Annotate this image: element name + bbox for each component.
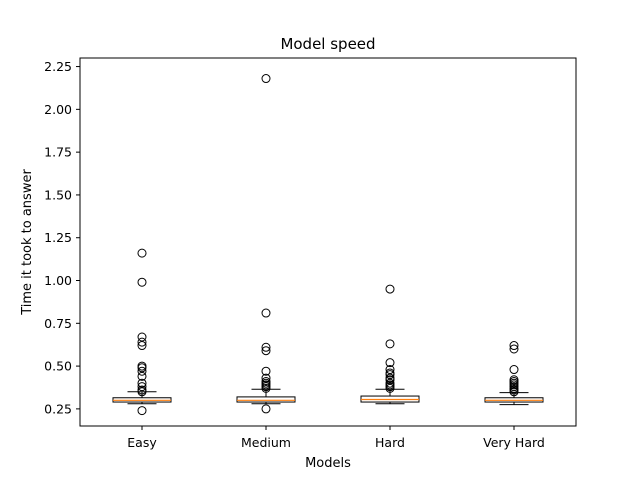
- y-tick-label: 2.00: [44, 102, 72, 117]
- outlier-point: [385, 375, 395, 385]
- y-tick-label: 0.75: [44, 316, 72, 331]
- y-tick-label: 1.00: [44, 273, 72, 288]
- outlier-point: [385, 370, 395, 380]
- outlier-point: [137, 387, 147, 397]
- y-tick-label: 1.25: [44, 230, 72, 245]
- outlier-point: [385, 339, 395, 349]
- outlier-point: [261, 383, 271, 393]
- outlier-point: [137, 341, 147, 351]
- box-iqr: [236, 396, 296, 403]
- y-axis-label: Time it took to answer: [20, 169, 35, 316]
- outlier-point: [137, 337, 147, 347]
- x-tick-label: Easy: [127, 435, 157, 450]
- outlier-point: [385, 365, 395, 375]
- outlier-point: [137, 332, 147, 342]
- chart-title: Model speed: [280, 35, 375, 53]
- outlier-point: [385, 284, 395, 294]
- outlier-point: [137, 366, 147, 376]
- box-group: [236, 74, 296, 414]
- y-tick-label: 1.75: [44, 145, 72, 160]
- y-tick-label: 1.50: [44, 187, 72, 202]
- outlier-point: [261, 346, 271, 356]
- outlier-point: [261, 308, 271, 318]
- outlier-point: [261, 373, 271, 383]
- outlier-point: [137, 371, 147, 381]
- outlier-point: [509, 365, 519, 375]
- outlier-point: [509, 341, 519, 351]
- outlier-point: [385, 383, 395, 393]
- x-tick-label: Hard: [375, 435, 405, 450]
- outlier-point: [137, 378, 147, 388]
- box-group: [484, 341, 544, 406]
- box-group: [360, 284, 420, 405]
- outlier-point: [137, 382, 147, 392]
- x-tick-label: Very Hard: [483, 435, 545, 450]
- y-tick-label: 0.25: [44, 401, 72, 416]
- x-tick-label: Medium: [241, 435, 291, 450]
- outlier-point: [261, 404, 271, 414]
- outlier-point: [137, 277, 147, 287]
- outlier-point: [137, 406, 147, 416]
- y-axis-ticks: 0.25 0.50 0.75 1.00 1.25 1.50 1.75 2.00 2.25: [44, 59, 80, 416]
- outlier-point: [385, 358, 395, 368]
- outlier-point: [261, 74, 271, 84]
- box-group: [112, 248, 172, 416]
- outlier-point: [261, 342, 271, 352]
- outlier-point: [261, 366, 271, 376]
- plot-frame: [79, 57, 577, 427]
- box-series: [112, 74, 544, 416]
- y-tick-label: 0.50: [44, 359, 72, 374]
- x-axis-ticks: Easy Medium Hard Very Hard: [127, 426, 545, 450]
- y-tick-label: 2.25: [44, 59, 72, 74]
- outlier-point: [509, 344, 519, 354]
- outlier-point: [137, 363, 147, 373]
- outlier-point: [509, 387, 519, 397]
- x-axis-label: Models: [305, 456, 351, 471]
- outlier-point: [137, 248, 147, 258]
